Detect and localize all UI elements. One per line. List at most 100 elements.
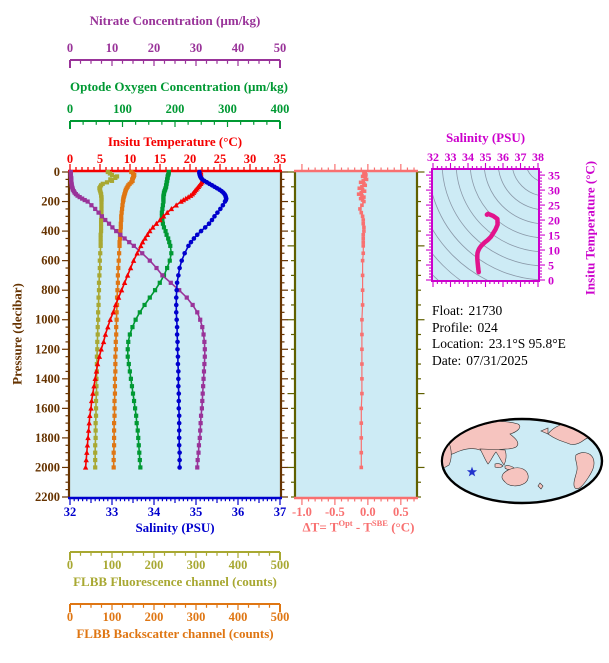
svg-text:400: 400 xyxy=(229,558,248,572)
temperature-curve xyxy=(82,169,206,470)
nitrate-floating-axis: 0 10 20 30 40 50 xyxy=(67,41,286,68)
delta-t-label-part: - T xyxy=(352,519,372,535)
date-row: Date: 07/31/2025 xyxy=(432,353,566,370)
svg-text:400: 400 xyxy=(229,610,248,624)
main-profile-plot: 0 5 10 15 20 25 30 35 32 33 34 35 36 37 0 200 400 600 800 1… xyxy=(35,152,288,519)
svg-text:1600: 1600 xyxy=(35,401,60,415)
svg-text:15: 15 xyxy=(154,152,167,166)
delta-t-axis-title: ΔT= TOpt - TSBE (°C) xyxy=(286,518,431,535)
svg-text:300: 300 xyxy=(187,558,206,572)
location-value: 23.1°S 95.8°E xyxy=(488,336,566,351)
svg-text:1000: 1000 xyxy=(35,313,60,327)
fluorescence-floating-axis: 0 100 200 300 400 500 xyxy=(67,551,290,572)
svg-text:0.5: 0.5 xyxy=(393,505,409,519)
svg-text:37: 37 xyxy=(274,505,287,519)
svg-text:0: 0 xyxy=(67,558,73,572)
svg-text:0: 0 xyxy=(548,274,554,288)
delta-t-plot: -1.0 -0.5 0.0 0.5 xyxy=(287,164,425,519)
svg-text:500: 500 xyxy=(271,610,290,624)
svg-text:200: 200 xyxy=(145,610,164,624)
svg-text:33: 33 xyxy=(106,505,119,519)
svg-text:200: 200 xyxy=(145,558,164,572)
svg-text:25: 25 xyxy=(548,199,560,213)
svg-text:34: 34 xyxy=(148,505,161,519)
date-label: Date: xyxy=(432,352,462,368)
svg-text:15: 15 xyxy=(548,229,560,243)
svg-text:0.0: 0.0 xyxy=(360,505,376,519)
svg-text:400: 400 xyxy=(271,102,290,116)
nitrate-curve xyxy=(68,169,207,470)
svg-text:2000: 2000 xyxy=(35,460,60,474)
delta-t-label-part: ΔT= T xyxy=(302,519,339,535)
svg-text:2200: 2200 xyxy=(35,490,60,504)
fluorescence-axis-title: FLBB Fluorescence channel (counts) xyxy=(73,574,277,589)
svg-text:35: 35 xyxy=(548,169,560,183)
svg-text:20: 20 xyxy=(184,152,197,166)
svg-text:25: 25 xyxy=(214,152,227,166)
temperature-axis-title: Insitu Temperature (°C) xyxy=(107,134,243,149)
nitrate-axis-title: Nitrate Concentration (µm/kg) xyxy=(89,13,261,28)
location-label: Location: xyxy=(432,336,484,351)
svg-text:200: 200 xyxy=(41,195,60,209)
svg-text:35: 35 xyxy=(190,505,203,519)
svg-text:33: 33 xyxy=(445,150,457,164)
svg-text:300: 300 xyxy=(187,610,206,624)
pressure-axis-title: Pressure (decibar) xyxy=(9,283,25,385)
float-id-row: Float: 21730 xyxy=(432,303,566,320)
svg-text:40: 40 xyxy=(232,41,245,55)
svg-text:20: 20 xyxy=(548,214,560,228)
world-map xyxy=(440,417,604,505)
svg-text:1800: 1800 xyxy=(35,431,60,445)
svg-text:5: 5 xyxy=(548,259,554,273)
svg-text:0: 0 xyxy=(67,152,73,166)
float-location-marker xyxy=(466,466,478,477)
delta-t-sup-opt: Opt xyxy=(338,518,353,528)
svg-text:1200: 1200 xyxy=(35,342,60,356)
date-value: 07/31/2025 xyxy=(466,352,528,368)
ts-curve xyxy=(475,211,500,275)
svg-text:0: 0 xyxy=(67,41,73,55)
svg-text:300: 300 xyxy=(218,102,237,116)
profile-value: 024 xyxy=(477,319,498,335)
backscatter-floating-axis: 0 100 200 300 400 500 xyxy=(67,603,290,624)
svg-text:10: 10 xyxy=(124,152,137,166)
svg-text:1400: 1400 xyxy=(35,372,60,386)
oxygen-floating-axis: 0 100 200 300 400 xyxy=(67,102,290,129)
svg-text:32: 32 xyxy=(427,150,439,164)
profile-label: Profile: xyxy=(432,319,473,335)
svg-text:10: 10 xyxy=(548,244,560,258)
svg-text:0: 0 xyxy=(67,102,73,116)
svg-text:30: 30 xyxy=(244,152,257,166)
svg-text:35: 35 xyxy=(274,152,287,166)
svg-text:-0.5: -0.5 xyxy=(325,505,345,519)
svg-text:36: 36 xyxy=(232,505,245,519)
svg-text:37: 37 xyxy=(515,150,527,164)
salinity-curve xyxy=(173,169,229,470)
svg-text:5: 5 xyxy=(97,152,103,166)
svg-text:50: 50 xyxy=(274,41,287,55)
svg-text:100: 100 xyxy=(103,610,122,624)
delta-t-label-part: (°C) xyxy=(387,519,415,535)
svg-text:600: 600 xyxy=(41,254,60,268)
svg-text:35: 35 xyxy=(480,150,492,164)
float-label: Float: xyxy=(432,303,464,318)
svg-text:-1.0: -1.0 xyxy=(292,505,312,519)
svg-text:500: 500 xyxy=(271,558,290,572)
float-value: 21730 xyxy=(468,303,503,318)
location-row: Location: 23.1°S 95.8°E xyxy=(432,336,566,353)
svg-text:400: 400 xyxy=(41,224,60,238)
svg-text:36: 36 xyxy=(497,150,509,164)
svg-text:34: 34 xyxy=(462,150,474,164)
salinity-axis-title: Salinity (PSU) xyxy=(135,520,215,535)
oxygen-curve xyxy=(125,169,174,470)
ts-salinity-axis-title: Salinity (PSU) xyxy=(445,130,526,145)
svg-text:0: 0 xyxy=(67,610,73,624)
svg-text:30: 30 xyxy=(548,184,560,198)
backscatter-axis-title: FLBB Backscatter channel (counts) xyxy=(76,626,274,641)
delta-t-curve xyxy=(356,170,369,470)
svg-text:30: 30 xyxy=(190,41,203,55)
svg-text:10: 10 xyxy=(106,41,119,55)
